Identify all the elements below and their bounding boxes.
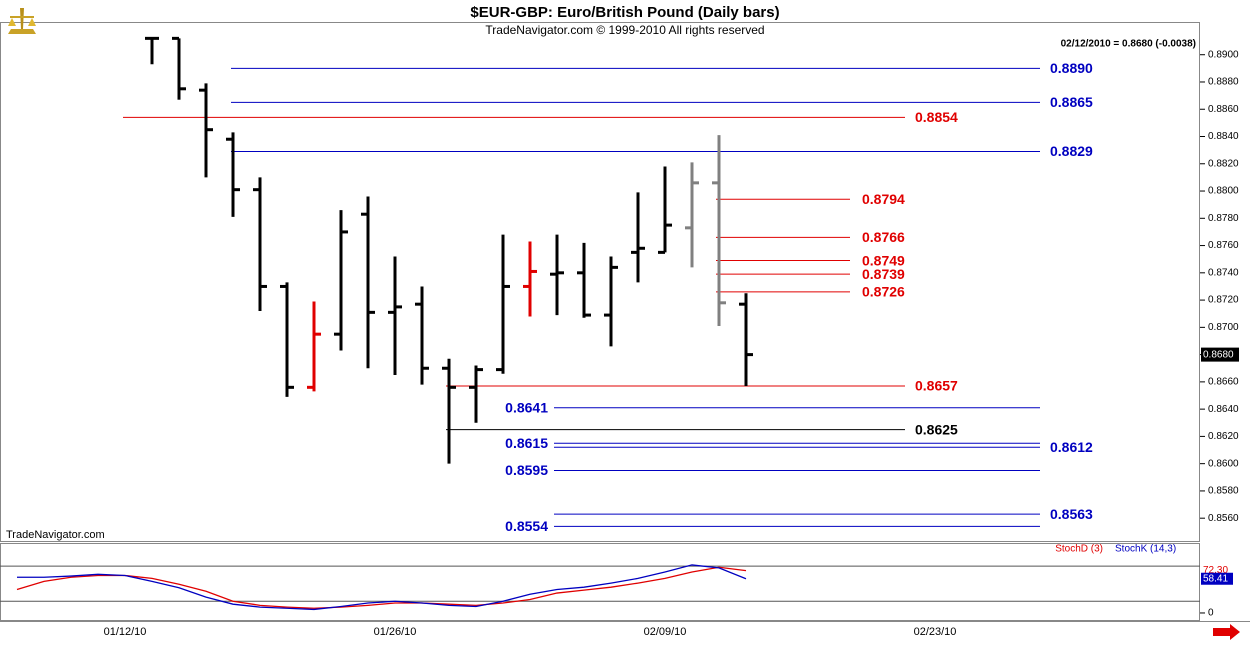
y-tick-label: 0.8840 [1208, 131, 1239, 142]
level-label: 0.8726 [862, 284, 905, 300]
y-tick-label: 0.8880 [1208, 77, 1239, 88]
last-value-label: 58.41 [1203, 573, 1228, 584]
last-value-label: 72.30 [1203, 565, 1228, 576]
level-label: 0.8890 [1050, 60, 1093, 76]
y-tick-label: 0.8640 [1208, 404, 1239, 415]
level-label: 0.8625 [915, 421, 958, 437]
stoch-panel-frame [0, 543, 1200, 621]
chart-subtitle: TradeNavigator.com © 1999-2010 All right… [485, 23, 764, 37]
level-label: 0.8612 [1050, 439, 1093, 455]
level-label: 0.8563 [1050, 506, 1093, 522]
y-tick-label: 0.8720 [1208, 295, 1239, 306]
y-tick-label: 0.8780 [1208, 213, 1239, 224]
level-label: 0.8739 [862, 266, 905, 282]
level-label: 0.8641 [505, 399, 548, 415]
last-price-box [1201, 347, 1239, 362]
x-tick-label: 02/09/10 [644, 626, 687, 638]
logo [8, 8, 36, 34]
scroll-arrow[interactable] [1213, 624, 1240, 640]
last-price-label: 0.8680 [1203, 349, 1234, 360]
y-tick-label: 0.8860 [1208, 104, 1239, 115]
level-label: 0.8749 [862, 252, 905, 268]
level-label: 0.8865 [1050, 94, 1093, 110]
legend-entry: StochK (14,3) [1115, 544, 1176, 555]
y-tick-label: 0.8600 [1208, 458, 1239, 469]
level-label: 0.8829 [1050, 143, 1093, 159]
y-tick-label: 0.8820 [1208, 158, 1239, 169]
y-tick-label: 0 [1208, 608, 1214, 619]
chart-title: $EUR-GBP: Euro/British Pound (Daily bars… [470, 4, 779, 21]
level-label: 0.8595 [505, 462, 548, 478]
y-tick-label: 0.8740 [1208, 267, 1239, 278]
y-tick-label: 0.8700 [1208, 322, 1239, 333]
x-tick-label: 02/23/10 [914, 626, 957, 638]
price-panel-frame [0, 22, 1200, 542]
level-label: 0.8766 [862, 229, 905, 245]
quote-annotation: 02/12/2010 = 0.8680 (-0.0038) [1061, 39, 1196, 50]
level-label: 0.8854 [915, 109, 958, 125]
y-tick-label: 0.8620 [1208, 431, 1239, 442]
plot-layer: 01/12/10 01/26/10 02/09/10 02/23/10 0.8900 0.… [0, 36, 1239, 638]
legend-entry: StochD (3) [1055, 544, 1103, 555]
level-label: 0.8657 [915, 378, 958, 394]
y-tick-label: 0.8900 [1208, 49, 1239, 60]
x-tick-label: 01/26/10 [374, 626, 417, 638]
y-tick-label: 0.8580 [1208, 486, 1239, 497]
y-tick-label: 0.8800 [1208, 186, 1239, 197]
y-tick-label: 0.8760 [1208, 240, 1239, 251]
y-tick-label: 0.8560 [1208, 513, 1239, 524]
level-label: 0.8615 [505, 435, 548, 451]
x-tick-label: 01/12/10 [104, 626, 147, 638]
y-tick-label: 0.8660 [1208, 377, 1239, 388]
level-label: 0.8794 [862, 191, 905, 207]
stoch-line [17, 564, 747, 611]
last-value-box [1201, 572, 1233, 585]
watermark: TradeNavigator.com [6, 529, 105, 541]
stoch-line [16, 566, 747, 609]
level-label: 0.8554 [505, 518, 548, 534]
